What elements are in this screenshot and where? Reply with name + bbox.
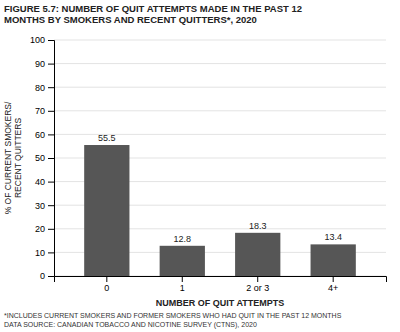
bar [84, 145, 129, 276]
tick-mark [48, 276, 54, 277]
axis-line [55, 277, 387, 283]
grid-line [54, 87, 386, 88]
title-line: FIGURE 5.7: NUMBER OF QUIT ATTEMPTS MADE… [4, 3, 302, 14]
bar [235, 233, 280, 276]
tick-mark [48, 40, 54, 41]
data-label: 55.5 [98, 133, 116, 143]
tick-mark [48, 229, 54, 230]
tick: 1 [180, 276, 185, 293]
tick-label: 70 [35, 106, 45, 116]
tick-mark [182, 276, 183, 282]
tick-mark [106, 276, 107, 282]
footnote: *INCLUDES CURRENT SMOKERS AND FORMER SMO… [4, 312, 342, 329]
bar [160, 246, 205, 276]
title-line: MONTHS BY SMOKERS AND RECENT QUITTERS*, … [4, 14, 257, 25]
axis-line [48, 41, 55, 277]
tick: 0 [40, 271, 54, 281]
data-label: 12.8 [174, 234, 192, 244]
grid [54, 40, 386, 276]
grid-line [54, 110, 386, 111]
tick: 80 [35, 83, 54, 93]
data-labels: 55.5 12.8 18.3 13.4 [98, 133, 342, 244]
tick-label: 40 [35, 177, 45, 187]
tick: 2 or 3 [246, 276, 269, 293]
tick-mark [48, 205, 54, 206]
title: FIGURE 5.7: NUMBER OF QUIT ATTEMPTS MADE… [4, 3, 302, 25]
tick-mark [48, 111, 54, 112]
tick-label: 1 [180, 283, 185, 293]
tick-label: 0 [104, 283, 109, 293]
tick-mark [48, 87, 54, 88]
footnote-line: *INCLUDES CURRENT SMOKERS AND FORMER SMO… [4, 312, 342, 320]
chart: FIGURE 5.7: NUMBER OF QUIT ATTEMPTS MADE… [0, 0, 400, 332]
y-axis-title: % OF CURRENT SMOKERS/RECENT QUITTERS [3, 101, 23, 214]
y-axis: 0 10 20 30 40 50 60 70 80 90 100 [30, 35, 55, 281]
tick: 60 [35, 130, 54, 140]
tick-label: 30 [35, 201, 45, 211]
tick: 20 [35, 224, 54, 234]
tick-mark [48, 64, 54, 65]
tick-label: 90 [35, 59, 45, 69]
tick: 50 [35, 153, 54, 163]
tick-label: 20 [35, 224, 45, 234]
tick: 10 [35, 248, 54, 258]
tick-label: 100 [30, 35, 45, 45]
tick-label: 2 or 3 [246, 283, 269, 293]
tick-mark [257, 276, 258, 282]
data-label: 18.3 [249, 221, 267, 231]
tick: 30 [35, 201, 54, 211]
plot: 55.5 12.8 18.3 13.4 0 10 20 30 40 50 60 70 80 90 100 0 1… [30, 35, 387, 293]
x-axis-title: NUMBER OF QUIT ATTEMPTS [156, 298, 285, 308]
footnote-line: DATA SOURCE: CANADIAN TOBACCO AND NICOTI… [4, 321, 257, 329]
tick: 70 [35, 106, 54, 116]
y-axis-title-line: RECENT QUITTERS [13, 118, 23, 198]
tick-label: 4+ [328, 283, 338, 293]
tick: 40 [35, 177, 54, 187]
bar [311, 244, 356, 276]
data-label: 13.4 [324, 232, 342, 242]
tick: 4+ [328, 276, 338, 293]
tick-label: 10 [35, 248, 45, 258]
tick-mark [48, 252, 54, 253]
tick-mark [48, 182, 54, 183]
grid-line [54, 40, 386, 41]
tick: 90 [35, 59, 54, 69]
tick-label: 50 [35, 153, 45, 163]
tick-label: 0 [40, 271, 45, 281]
bars [84, 145, 356, 276]
tick-mark [48, 158, 54, 159]
tick-mark [333, 276, 334, 282]
x-axis: 0 1 2 or 3 4+ [55, 276, 387, 293]
tick-label: 60 [35, 130, 45, 140]
grid-line [54, 63, 386, 64]
tick-label: 80 [35, 83, 45, 93]
y-axis-title-line: % OF CURRENT SMOKERS/ [3, 101, 13, 214]
tick-mark [48, 134, 54, 135]
tick: 0 [104, 276, 109, 293]
tick: 100 [30, 35, 54, 45]
